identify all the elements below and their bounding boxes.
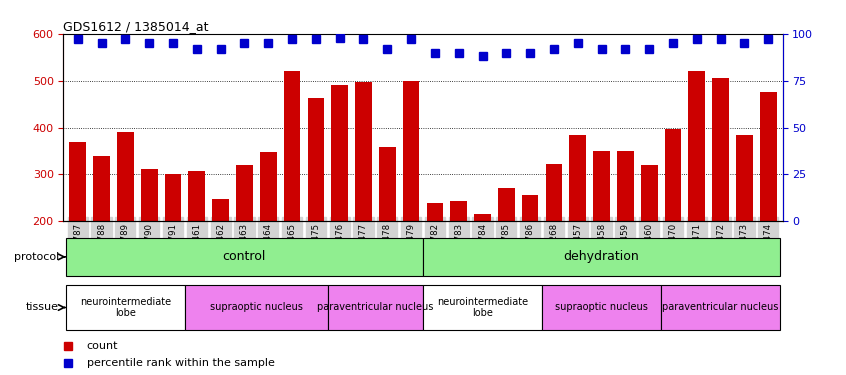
Bar xyxy=(593,151,610,221)
Bar xyxy=(117,132,134,221)
Bar xyxy=(212,199,229,221)
Bar xyxy=(93,156,110,221)
Bar xyxy=(736,135,753,221)
Text: GDS1612 / 1385014_at: GDS1612 / 1385014_at xyxy=(63,20,209,33)
Text: count: count xyxy=(86,341,118,351)
Bar xyxy=(403,81,420,221)
Bar xyxy=(569,135,586,221)
Bar xyxy=(423,285,542,330)
Bar xyxy=(712,78,729,221)
Bar xyxy=(332,86,348,221)
Text: paraventricular nucleus: paraventricular nucleus xyxy=(317,303,433,312)
Bar xyxy=(689,71,706,221)
Bar xyxy=(165,174,181,221)
Text: percentile rank within the sample: percentile rank within the sample xyxy=(86,358,275,368)
Text: protocol: protocol xyxy=(14,252,59,262)
Bar xyxy=(327,285,423,330)
Bar xyxy=(661,285,780,330)
Bar xyxy=(355,82,371,221)
Bar xyxy=(236,165,253,221)
Bar xyxy=(283,71,300,221)
Bar xyxy=(189,171,205,221)
Bar xyxy=(426,203,443,221)
Bar xyxy=(542,285,661,330)
Bar xyxy=(546,164,563,221)
Bar xyxy=(475,214,491,221)
Bar xyxy=(66,285,185,330)
Text: control: control xyxy=(222,251,266,263)
Bar xyxy=(69,142,86,221)
Bar xyxy=(760,92,777,221)
Bar xyxy=(379,147,396,221)
Bar xyxy=(260,152,277,221)
Text: tissue: tissue xyxy=(26,303,59,312)
Text: supraoptic nucleus: supraoptic nucleus xyxy=(555,303,648,312)
Bar xyxy=(498,188,514,221)
Bar xyxy=(307,99,324,221)
Bar xyxy=(641,165,657,221)
Text: neurointermediate
lobe: neurointermediate lobe xyxy=(437,297,528,318)
Text: paraventricular nucleus: paraventricular nucleus xyxy=(662,303,779,312)
Bar xyxy=(665,129,681,221)
Text: dehydration: dehydration xyxy=(563,251,640,263)
Bar xyxy=(185,285,327,330)
Bar xyxy=(617,151,634,221)
Text: supraoptic nucleus: supraoptic nucleus xyxy=(210,303,303,312)
Text: neurointermediate
lobe: neurointermediate lobe xyxy=(80,297,171,318)
Bar xyxy=(140,169,157,221)
Bar xyxy=(450,201,467,221)
Bar xyxy=(423,238,780,276)
Bar xyxy=(66,238,423,276)
Bar xyxy=(522,195,539,221)
